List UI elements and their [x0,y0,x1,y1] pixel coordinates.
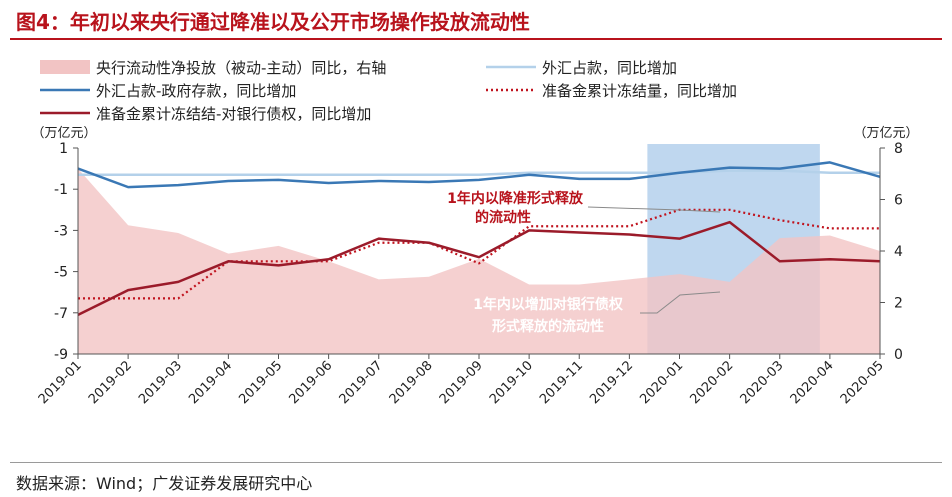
x-tick-label: 2019-06 [286,358,335,407]
x-tick-label: 2019-05 [236,358,285,407]
annotation-rrr-line2: 的流动性 [475,209,531,226]
x-tick-label: 2019-02 [86,358,135,407]
right-tick-label: 8 [894,141,903,157]
x-tick-label: 2019-07 [337,358,386,407]
left-axis-unit: （万亿元） [31,126,96,141]
right-tick-label: 4 [894,244,903,260]
title-rule [10,38,942,40]
annotation-claims-line1: 1年内以增加对银行债权 [473,296,624,313]
legend-label: 外汇占款，同比增加 [542,59,677,77]
legend-label: 央行流动性净投放（被动-主动）同比，右轴 [96,59,386,77]
x-tick-label: 2019-12 [587,358,636,407]
left-tick-label: 1 [59,141,68,157]
x-tick-label: 2019-04 [186,358,235,407]
chart-title: 图4：年初以来央行通过降准以及公开市场操作投放流动性 [16,10,530,34]
left-tick-label: -1 [54,182,68,198]
left-tick-label: -3 [54,223,68,239]
right-tick-label: 0 [894,347,903,363]
right-axis-unit: （万亿元） [853,126,918,141]
left-tick-label: -5 [54,265,68,281]
title-bar: 图4：年初以来央行通过降准以及公开市场操作投放流动性 [0,0,952,40]
x-tick-label: 2020-03 [738,358,787,407]
x-tick-label: 2019-08 [387,358,436,407]
series-line-fx-minus-gov-deposits [77,161,881,189]
annotation-rrr-leader [587,206,721,213]
x-tick-label: 2019-09 [437,358,486,407]
annotation-claims-line2: 形式释放的流动性 [492,318,604,335]
legend-label: 准备金累计冻结结-对银行债权，同比增加 [96,105,371,123]
source-rule [10,462,942,463]
x-tick-label: 2019-03 [136,358,185,407]
x-tick-label: 2020-05 [838,358,887,407]
x-tick-label: 2019-11 [537,358,586,407]
legend-label: 外汇占款-政府存款，同比增加 [96,82,296,100]
right-tick-label: 6 [894,193,903,209]
series-line-reserve-frozen [78,208,880,300]
annotation-rrr-line1: 1年内以降准形式释放 [447,190,584,207]
x-tick-label: 2019-10 [487,358,536,407]
series-line-reserve-minus-bank-claims [77,220,881,316]
left-tick-label: -9 [54,347,68,363]
x-tick-label: 2020-04 [788,358,837,407]
right-tick-label: 2 [894,296,903,312]
legend-swatch-area [40,60,90,74]
series-area-net-injection [78,168,880,354]
area-series-group [78,168,880,354]
series-line-fx-reserves [78,169,880,177]
x-tick-label: 2019-01 [36,358,85,407]
annotation-claims-leader [640,291,721,314]
x-tick-label: 2020-02 [687,358,736,407]
legend: 央行流动性净投放（被动-主动）同比，右轴 外汇占款，同比增加外汇占款-政府存款，同… [40,59,737,123]
line-series-group [77,161,881,316]
source-note: 数据来源：Wind；广发证券发展研究中心 [16,474,313,493]
left-tick-label: -7 [54,306,68,322]
legend-label: 准备金累计冻结量，同比增加 [542,82,737,100]
x-tick-label: 2020-01 [637,358,686,407]
